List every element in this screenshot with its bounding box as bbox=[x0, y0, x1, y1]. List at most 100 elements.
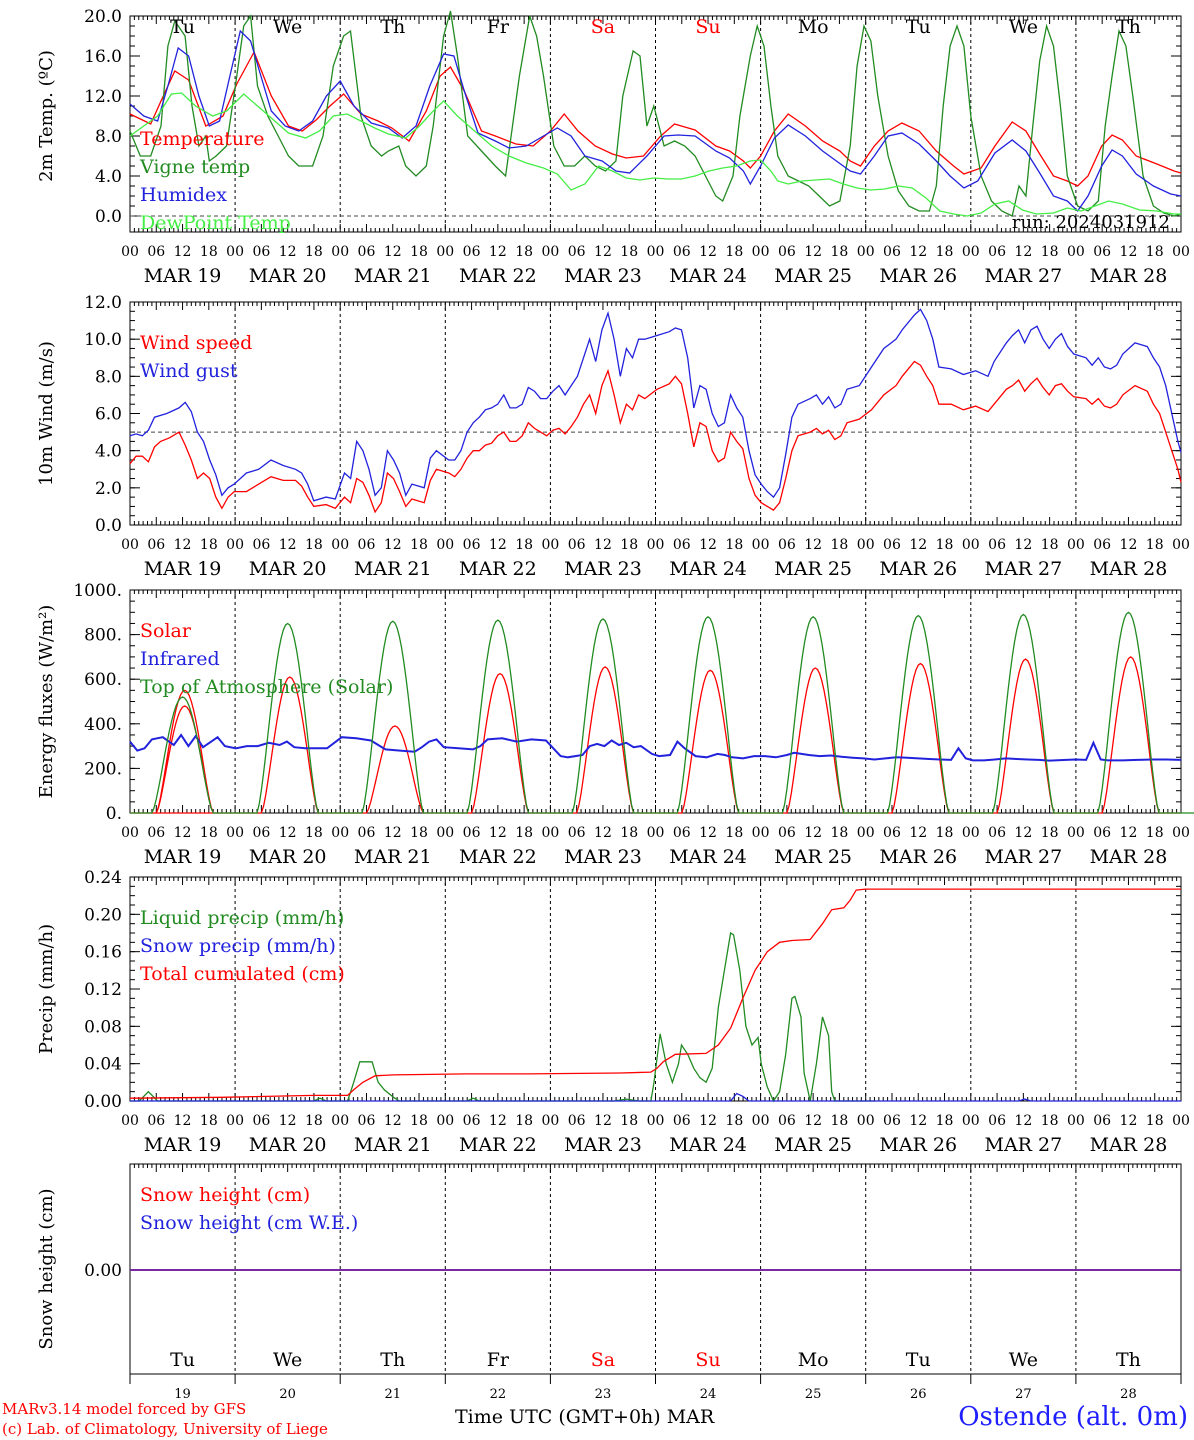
x-date-label: MAR 25 bbox=[774, 558, 852, 580]
x-date-label: MAR 27 bbox=[984, 265, 1062, 287]
x-hour-label: 18 bbox=[515, 825, 533, 841]
x-hour-label: 18 bbox=[1041, 244, 1059, 260]
x-hour-label: 18 bbox=[410, 825, 428, 841]
x-hour-label: 00 bbox=[121, 1113, 139, 1129]
x-date-label: MAR 21 bbox=[354, 846, 432, 868]
x-hour-label: 12 bbox=[1014, 825, 1032, 841]
x-hour-label: 00 bbox=[1172, 1113, 1190, 1129]
x-date-label: MAR 19 bbox=[144, 1134, 222, 1156]
x-hour-label: 00 bbox=[1067, 244, 1085, 260]
x-hour-label: 06 bbox=[252, 825, 270, 841]
x-hour-label: 00 bbox=[962, 537, 980, 553]
x-hour-label: 00 bbox=[962, 244, 980, 260]
x-date-label: MAR 20 bbox=[249, 265, 327, 287]
x-hour-label: 00 bbox=[647, 244, 665, 260]
x-hour-label: 00 bbox=[226, 244, 244, 260]
x-hour-label: 00 bbox=[331, 1113, 349, 1129]
x-hour-label: 00 bbox=[752, 825, 770, 841]
x-hour-label: 00 bbox=[857, 244, 875, 260]
x-date-label: MAR 25 bbox=[774, 846, 852, 868]
x-hour-label: 12 bbox=[1014, 244, 1032, 260]
x-hour-label: 12 bbox=[384, 1113, 402, 1129]
panel-1 bbox=[129, 10, 1182, 233]
y-tick-label: 0.12 bbox=[84, 980, 122, 1000]
x-axis-title: Time UTC (GMT+0h) MAR bbox=[455, 1406, 715, 1428]
weekday-label: Mo bbox=[798, 16, 829, 38]
x-hour-label: 00 bbox=[752, 537, 770, 553]
x-hour-label: 18 bbox=[1146, 244, 1164, 260]
x-hour-label: 06 bbox=[1093, 1113, 1111, 1129]
x-hour-label: 18 bbox=[620, 1113, 638, 1129]
x-hour-label: 12 bbox=[279, 1113, 297, 1129]
x-date-label: MAR 24 bbox=[669, 1134, 747, 1156]
x-hour-label: 06 bbox=[778, 825, 796, 841]
y-tick-label: 1000. bbox=[73, 581, 122, 601]
x-date-label: MAR 19 bbox=[144, 846, 222, 868]
x-date-label: MAR 21 bbox=[354, 1134, 432, 1156]
x-hour-label: 18 bbox=[410, 244, 428, 260]
x-hour-label: 12 bbox=[174, 244, 192, 260]
x-hour-label: 12 bbox=[174, 1113, 192, 1129]
x-hour-label: 06 bbox=[778, 1113, 796, 1129]
panel-4 bbox=[129, 876, 1182, 1103]
x-hour-label: 12 bbox=[699, 244, 717, 260]
series-line-vigne-temp bbox=[129, 10, 1182, 217]
day-number-label: 28 bbox=[1120, 1387, 1137, 1402]
y-tick-label: 400. bbox=[84, 715, 122, 735]
weekday-label: We bbox=[1009, 1349, 1038, 1371]
x-hour-label: 06 bbox=[252, 1113, 270, 1129]
x-hour-label: 06 bbox=[568, 244, 586, 260]
x-date-label: MAR 27 bbox=[984, 846, 1062, 868]
legend-entry: Snow height (cm W.E.) bbox=[140, 1212, 358, 1234]
x-hour-label: 18 bbox=[515, 244, 533, 260]
day-number-label: 27 bbox=[1015, 1387, 1032, 1402]
legend-entry: Wind gust bbox=[140, 360, 238, 382]
x-hour-label: 06 bbox=[673, 244, 691, 260]
weekday-label: Fr bbox=[487, 1349, 510, 1371]
x-hour-label: 06 bbox=[988, 1113, 1006, 1129]
x-hour-label: 12 bbox=[594, 244, 612, 260]
x-hour-label: 06 bbox=[147, 825, 165, 841]
y-tick-label: 800. bbox=[84, 626, 122, 646]
weekday-label: We bbox=[273, 1349, 302, 1371]
x-hour-label: 12 bbox=[489, 244, 507, 260]
weekday-label: Th bbox=[1116, 16, 1141, 38]
x-hour-label: 06 bbox=[568, 1113, 586, 1129]
y-tick-label: 4.0 bbox=[95, 167, 122, 187]
x-hour-label: 18 bbox=[831, 825, 849, 841]
x-date-label: MAR 24 bbox=[669, 265, 747, 287]
station-name: Ostende (alt. 0m) bbox=[958, 1402, 1188, 1432]
x-hour-label: 00 bbox=[436, 537, 454, 553]
legend-entry: Temperature bbox=[140, 128, 264, 150]
series-line-temperature bbox=[129, 50, 1182, 187]
x-hour-label: 00 bbox=[121, 537, 139, 553]
y-tick-label: 0.04 bbox=[84, 1055, 122, 1075]
series-line-dewpoint-temp bbox=[129, 92, 1181, 217]
weekday-label: Mo bbox=[798, 1349, 829, 1371]
legend-entry: DewPoint Temp bbox=[140, 212, 291, 234]
x-hour-label: 18 bbox=[831, 244, 849, 260]
x-date-label: MAR 28 bbox=[1090, 846, 1168, 868]
x-hour-label: 12 bbox=[804, 1113, 822, 1129]
x-hour-label: 06 bbox=[1093, 537, 1111, 553]
x-hour-label: 06 bbox=[988, 244, 1006, 260]
x-hour-label: 00 bbox=[331, 244, 349, 260]
x-date-label: MAR 26 bbox=[879, 265, 957, 287]
day-number-label: 21 bbox=[384, 1387, 401, 1402]
x-hour-label: 18 bbox=[200, 1113, 218, 1129]
x-hour-label: 18 bbox=[1146, 1113, 1164, 1129]
weekday-label: We bbox=[1009, 16, 1038, 38]
x-hour-label: 06 bbox=[147, 1113, 165, 1129]
x-hour-label: 12 bbox=[804, 537, 822, 553]
panel-2 bbox=[129, 301, 1182, 526]
x-hour-label: 06 bbox=[463, 825, 481, 841]
x-date-label: MAR 23 bbox=[564, 846, 642, 868]
y-axis-title: Snow height (cm) bbox=[36, 1188, 57, 1349]
x-hour-label: 06 bbox=[673, 537, 691, 553]
day-number-label: 25 bbox=[805, 1387, 822, 1402]
x-date-label: MAR 19 bbox=[144, 265, 222, 287]
day-number-label: 19 bbox=[174, 1387, 191, 1402]
x-hour-label: 12 bbox=[384, 537, 402, 553]
x-hour-label: 00 bbox=[1172, 537, 1190, 553]
